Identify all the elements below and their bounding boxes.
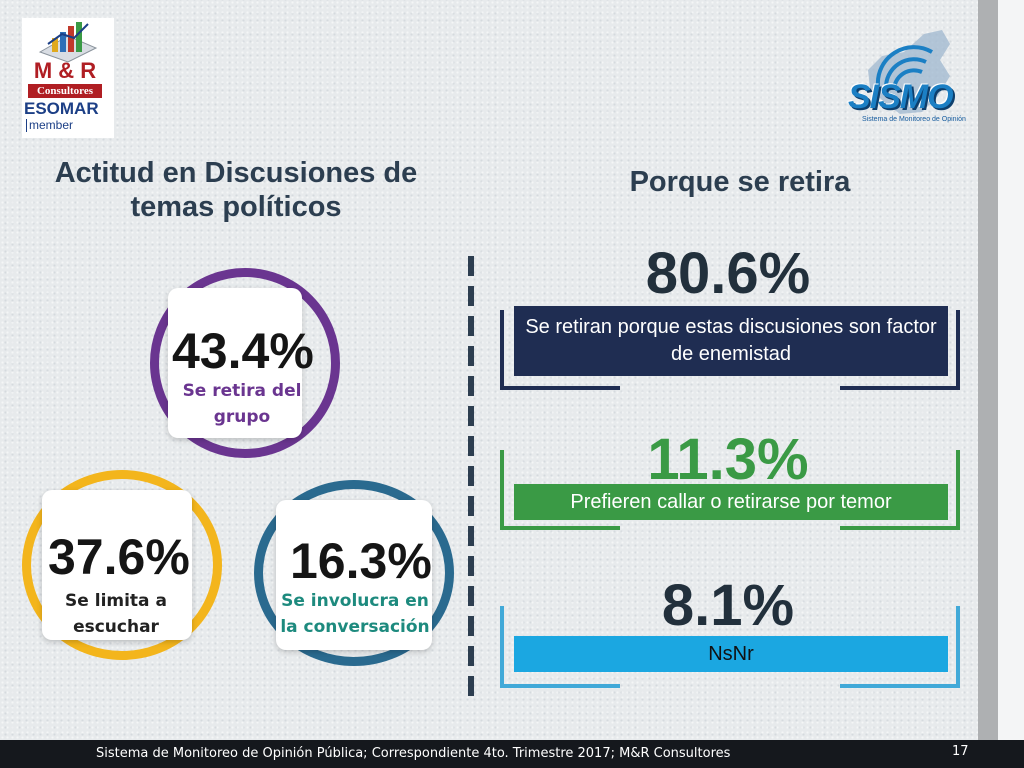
logo-member-text: member (26, 119, 73, 132)
mr-consultores-logo: M & R Consultores ESOMAR member (22, 18, 114, 138)
percent-fear: 11.3% (647, 427, 809, 492)
reason-fear-box: Prefieren callar o retirarse por temor (514, 484, 948, 520)
card-involve (276, 500, 432, 650)
label-listen: Se limita a escuchar (65, 591, 167, 637)
label-withdraw: Se retira del grupo (182, 381, 302, 427)
right-frame-bar (978, 0, 998, 740)
percent-nsnr: 8.1% (661, 573, 795, 638)
circle-ring-withdraw (150, 268, 340, 458)
bracket-enmity (500, 310, 960, 390)
percent-listen: 37.6% (48, 529, 190, 585)
sismo-subtitle: Sistema de Monitoreo de Opinión (862, 116, 966, 123)
percent-involve: 16.3% (290, 533, 432, 589)
percent-enmity: 80.6% (645, 241, 811, 306)
footer-text: Sistema de Monitoreo de Opinión Pública;… (96, 746, 731, 761)
circle-ring-involve (254, 480, 454, 666)
left-section-title: Actitud en Discusiones de temas político… (54, 157, 418, 223)
bracket-nsnr (500, 606, 960, 688)
reason-nsnr-box: NsNr (514, 636, 948, 672)
footer-bar (0, 740, 1024, 768)
logo-consultores-text: Consultores (28, 84, 102, 98)
card-withdraw (168, 288, 302, 438)
label-involve: Se involucra en la conversación (280, 591, 430, 637)
page-number: 17 (952, 744, 969, 759)
dashed-divider (468, 256, 474, 696)
percent-withdraw: 43.4% (172, 323, 314, 379)
right-frame-edge (998, 0, 1024, 768)
card-listen (42, 490, 192, 640)
sismo-wordmark: SISMO (848, 78, 954, 116)
reason-enmity-box: Se retiran porque estas discusiones son … (514, 306, 948, 376)
sismo-logo: SISMO Sistema de Monitoreo de Opinión (838, 26, 970, 132)
logo-mr-text: M & R (33, 58, 97, 83)
right-section-title: Porque se retira (629, 166, 851, 198)
logo-esomar-text: ESOMAR (24, 99, 99, 118)
map-signal-icon (868, 30, 950, 114)
circle-ring-listen (22, 470, 222, 660)
chart-graphic-icon (38, 22, 98, 63)
bracket-fear (500, 450, 960, 530)
